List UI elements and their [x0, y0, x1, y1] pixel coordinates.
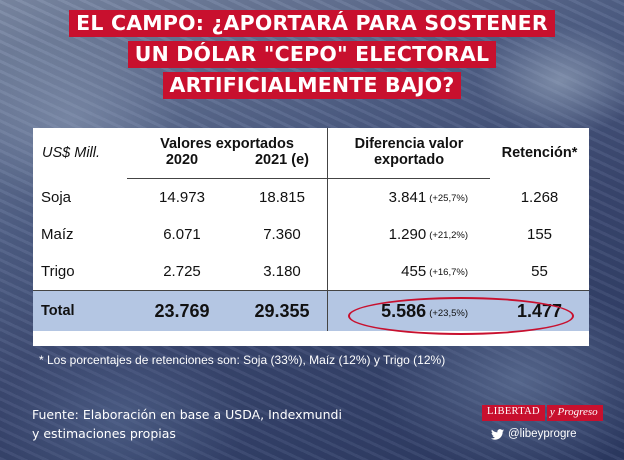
- total-diff-value: 5.586: [381, 300, 427, 321]
- table-row: Trigo 2.725 3.180 455 (+16,7%) 55: [33, 253, 589, 291]
- row-name: Soja: [41, 188, 72, 206]
- units-label: US$ Mill.: [42, 145, 101, 162]
- diff-header-line1: Diferencia valor: [354, 136, 464, 152]
- exports-group-header: Valores exportados: [127, 128, 328, 152]
- total-retention: 1.477: [490, 290, 589, 331]
- total-diff: 5.586 (+23,5%): [327, 290, 490, 331]
- source-line-1: Fuente: Elaboración en base a USDA, Inde…: [32, 407, 342, 422]
- row-diff-pct: (+25,7%): [429, 193, 468, 204]
- total-label: Total: [33, 290, 127, 331]
- row-diff-pct: (+21,2%): [429, 230, 468, 241]
- twitter-handle-block[interactable]: @libeyprogre: [491, 428, 577, 440]
- row-diff-value: 1.290: [388, 226, 427, 243]
- retention-header: Retención*: [501, 145, 578, 162]
- twitter-bird-icon: [491, 428, 504, 440]
- exports-table: US$ Mill. Valores exportados Diferencia …: [33, 128, 589, 346]
- row-value-2020: 14.973: [159, 189, 205, 206]
- row-name: Trigo: [41, 263, 75, 280]
- row-diff-pct: (+16,7%): [429, 267, 468, 278]
- row-value-2020: 2.725: [163, 263, 201, 280]
- row-value-2021: 18.815: [237, 178, 328, 216]
- col-2021-header: 2021 (e): [237, 152, 328, 179]
- col-2020-header: 2020: [127, 152, 237, 179]
- twitter-handle: @libeyprogre: [508, 428, 577, 440]
- headline-line-2: UN DÓLAR "CEPO" ELECTORAL: [127, 41, 497, 68]
- total-2021: 29.355: [237, 290, 328, 331]
- brand-logo: LIBERTAD y Progreso: [482, 405, 603, 421]
- total-row: Total 23.769 29.355 5.586 (+23,5%) 1.477: [33, 290, 589, 331]
- table-row: Soja 14.973 18.815 3.841 (+25,7%) 1.268: [33, 178, 589, 217]
- row-retention: 155: [526, 226, 553, 243]
- row-diff-value: 455: [401, 263, 427, 280]
- footnote: * Los porcentajes de retenciones son: So…: [39, 353, 446, 367]
- diff-header-line2: exportado: [327, 152, 490, 179]
- row-retention: 55: [531, 263, 548, 280]
- logo-part-progreso: y Progreso: [546, 405, 603, 421]
- row-retention: 1.268: [520, 188, 559, 206]
- total-2020: 23.769: [127, 290, 237, 331]
- row-value-2020: 6.071: [163, 226, 201, 243]
- logo-part-libertad: LIBERTAD: [482, 405, 545, 421]
- source-line-2: y estimaciones propias: [32, 426, 176, 441]
- headline: EL CAMPO: ¿APORTARÁ PARA SOSTENER UN DÓL…: [0, 10, 624, 99]
- headline-line-1: EL CAMPO: ¿APORTARÁ PARA SOSTENER: [69, 10, 555, 37]
- row-diff: 455 (+16,7%): [328, 253, 491, 291]
- row-diff: 1.290 (+21,2%): [328, 216, 491, 253]
- row-diff: 3.841 (+25,7%): [328, 179, 491, 217]
- row-name: Maíz: [41, 226, 74, 243]
- row-diff-value: 3.841: [388, 189, 427, 206]
- row-value-2021: 3.180: [237, 253, 328, 291]
- row-value-2021: 7.360: [237, 216, 328, 253]
- headline-line-3: ARTIFICIALMENTE BAJO?: [162, 72, 462, 99]
- source-credit: Fuente: Elaboración en base a USDA, Inde…: [32, 405, 342, 443]
- table-row: Maíz 6.071 7.360 1.290 (+21,2%) 155: [33, 216, 589, 253]
- total-diff-pct: (+23,5%): [429, 307, 468, 319]
